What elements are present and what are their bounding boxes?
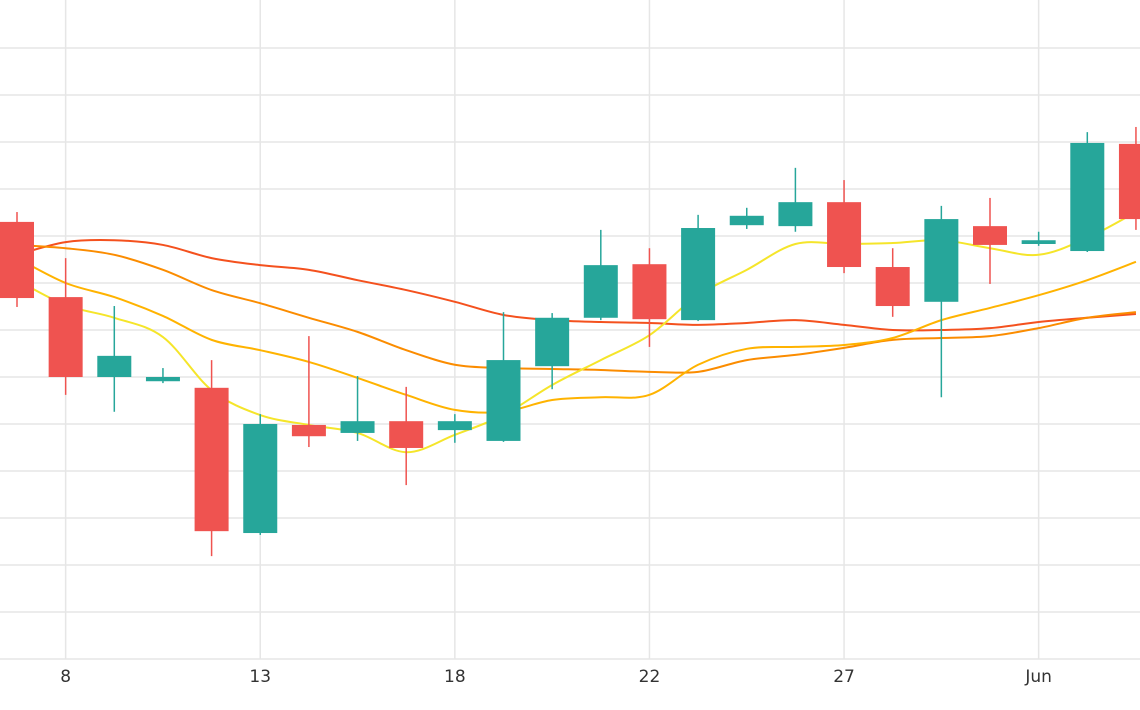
- candle-body: [486, 360, 521, 441]
- candle-body: [389, 421, 424, 448]
- candle: [632, 248, 667, 347]
- candle: [389, 386, 424, 486]
- candle: [1070, 132, 1105, 252]
- moving-average-line: [16, 211, 1137, 454]
- candle-body: [1070, 142, 1105, 252]
- candle: [535, 313, 570, 390]
- candle-body: [973, 226, 1007, 245]
- x-tick-label: 18: [444, 667, 466, 687]
- candle: [973, 197, 1007, 284]
- candle-body: [0, 221, 34, 299]
- candle-body: [632, 264, 667, 320]
- candle: [875, 248, 910, 317]
- candle-body: [340, 421, 375, 433]
- candle: [340, 376, 375, 441]
- moving-average-line: [16, 257, 1137, 414]
- candle-body: [1021, 240, 1056, 244]
- x-tick-label: 8: [60, 667, 71, 687]
- candle: [924, 205, 959, 398]
- candle-body: [437, 421, 472, 431]
- candle: [48, 258, 83, 395]
- candle-body: [583, 265, 618, 318]
- candle-body: [97, 355, 132, 377]
- candle-body: [535, 317, 570, 367]
- moving-average-line: [16, 243, 1137, 374]
- candle: [145, 368, 180, 384]
- x-tick-label: 22: [639, 667, 661, 687]
- candle: [729, 207, 764, 229]
- candle-body: [1118, 143, 1140, 220]
- candle: [243, 414, 278, 535]
- candle: [291, 336, 326, 448]
- candle: [97, 306, 132, 412]
- candle: [0, 212, 34, 307]
- candle: [583, 229, 618, 321]
- candle: [1021, 231, 1056, 246]
- candle-body: [827, 202, 862, 268]
- moving-average-line: [16, 238, 1137, 332]
- x-tick-label: 27: [833, 667, 855, 687]
- candle: [486, 312, 521, 442]
- candle-body: [145, 377, 180, 382]
- candle-body: [681, 228, 716, 321]
- candle-body: [243, 424, 278, 534]
- candle-body: [778, 202, 813, 227]
- x-tick-label: 13: [249, 667, 271, 687]
- x-tick-label: Jun: [1024, 667, 1052, 687]
- candle: [778, 167, 813, 232]
- candle-body: [924, 219, 959, 302]
- candle: [437, 414, 472, 443]
- candle: [1118, 126, 1140, 230]
- candle: [194, 360, 229, 557]
- candle-body: [194, 387, 229, 532]
- candle-body: [48, 297, 83, 377]
- candle-body: [875, 267, 910, 307]
- candle: [827, 180, 862, 274]
- candle: [681, 214, 716, 322]
- candle-body: [729, 215, 764, 226]
- candle-body: [291, 424, 326, 437]
